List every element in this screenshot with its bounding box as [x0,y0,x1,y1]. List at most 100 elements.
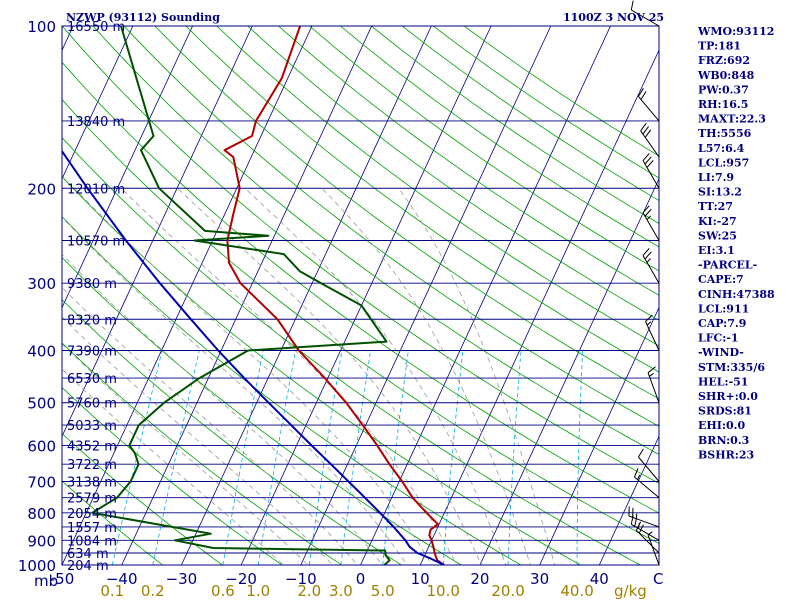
mixing-ratio-label: 0.1 [100,582,124,600]
stability-index-item: KI:-27 [698,215,737,228]
height-label: 6530 m [67,372,117,387]
mixing-ratio-label: 3.0 [329,582,353,600]
stability-index-item: -PARCEL- [698,259,757,272]
stability-index-item: TP:181 [698,40,741,53]
temperature-tick-label: 40 [590,570,609,588]
stability-index-item: CAP:7.9 [698,317,746,330]
moist-adiabat-line [177,188,482,565]
wind-barb [638,88,660,122]
moist-adiabat-line [62,316,334,565]
stability-index-item: LI:7.9 [698,171,734,184]
height-label: 16550 m [67,20,125,35]
moist-adiabat-line [62,253,383,565]
isotherm-line [0,26,14,565]
wind-barb [640,122,660,158]
height-label: 634 m [67,547,109,562]
height-label: 10570 m [67,234,125,249]
stability-index-item: WMO:93112 [697,25,774,38]
mixing-ratio-line [222,350,264,565]
sounding-datetime: 1100Z 3 NOV 25 [563,11,664,24]
temperature-tick-label: -50 [50,570,75,588]
temperature-tick-label: −40 [106,570,138,588]
temperature-tick-label: −30 [166,570,198,588]
wind-barb [642,248,660,284]
stability-index-item: PW:0.37 [698,83,749,96]
sounding-series [62,26,445,565]
isotherm-line [62,26,134,180]
height-label: 9380 m [67,277,117,292]
moist-adiabat-line [244,188,507,565]
pressure-tick-label: 400 [27,343,56,361]
mixing-ratio-unit-label: g/kg [614,582,647,600]
temperature-tick-label: 10 [411,570,430,588]
height-label: 8320 m [67,313,117,328]
height-label: 4352 m [67,439,117,454]
chart-grid [0,26,659,565]
height-label: 1557 m [67,521,117,536]
pressure-unit-label: mb [34,572,58,590]
dewpoint-profile-line [91,26,391,565]
stability-index-item: SI:13.2 [698,186,742,199]
stability-index-item: SHR+:0.0 [698,390,758,403]
pressure-tick-label: 600 [27,437,56,455]
isotherm-line [598,435,659,565]
height-label: 5760 m [67,397,117,412]
stability-index-item: BRN:0.3 [698,434,749,447]
mixing-ratio-label: 10.0 [427,582,460,600]
stability-index-item: WB0:848 [697,69,755,82]
mixing-ratio-label: 5.0 [371,582,395,600]
height-label: 1084 m [67,534,117,549]
temperature-tick-label: 0 [356,570,366,588]
isotherm-line [360,26,611,565]
height-label: 5033 m [67,419,117,434]
isotherm-line [121,26,373,565]
pressure-tick-label: 500 [27,395,56,413]
isotherm-line [181,26,432,565]
pressure-tick-label: 800 [27,505,56,523]
stability-index-item: LCL:957 [698,156,749,169]
stability-index-item: HEL:-51 [698,375,748,388]
parcel-profile-line [62,149,445,565]
wind-barb [642,205,660,241]
mixing-ratio-label: 20.0 [491,582,524,600]
moist-adiabat-line [321,188,531,565]
height-label: 7390 m [67,345,117,360]
isotherm-line [240,26,492,565]
mixing-ratio-label: 40.0 [560,582,593,600]
pressure-tick-label: 100 [27,18,56,36]
stability-index-item: SRDS:81 [698,405,752,418]
stability-index-item: EI:3.1 [698,244,735,257]
isotherm-line [479,177,659,565]
height-label: 13840 m [67,115,125,130]
stability-index-item: TT:27 [698,200,733,213]
isotherm-line [300,26,552,565]
stability-index-item: MAXT:22.3 [698,113,766,126]
stability-index-item: SW:25 [698,229,737,242]
temperature-tick-label: −20 [225,570,257,588]
temperature-tick-label: 20 [470,570,489,588]
mixing-ratio-line [382,350,409,565]
height-label: 3138 m [67,476,117,491]
stability-index-item: BSHR:23 [698,448,754,461]
dry-adiabat-line [62,26,659,484]
moist-adiabat-line [74,188,433,565]
pressure-tick-label: 300 [27,275,56,293]
temperature-tick-label: 30 [530,570,549,588]
stability-index-item: STM:335/6 [698,361,765,374]
mixing-ratio-label: 2.0 [297,582,321,600]
pressure-tick-label: 900 [27,532,56,550]
isotherm-line [62,26,253,438]
temperature-end-label: C [653,570,663,588]
mixing-ratio-label: 0.2 [141,582,165,600]
stability-index-item: CAPE:7 [698,273,744,286]
height-label: 2054 m [67,507,117,522]
isotherm-line [62,26,193,309]
stability-index-item: L57:6.4 [698,142,745,155]
height-label: 204 m [67,559,109,574]
moist-adiabat-line [398,188,556,565]
height-label: 12010 m [67,182,125,197]
chart-title: NZWP (93112) Sounding [66,11,220,24]
